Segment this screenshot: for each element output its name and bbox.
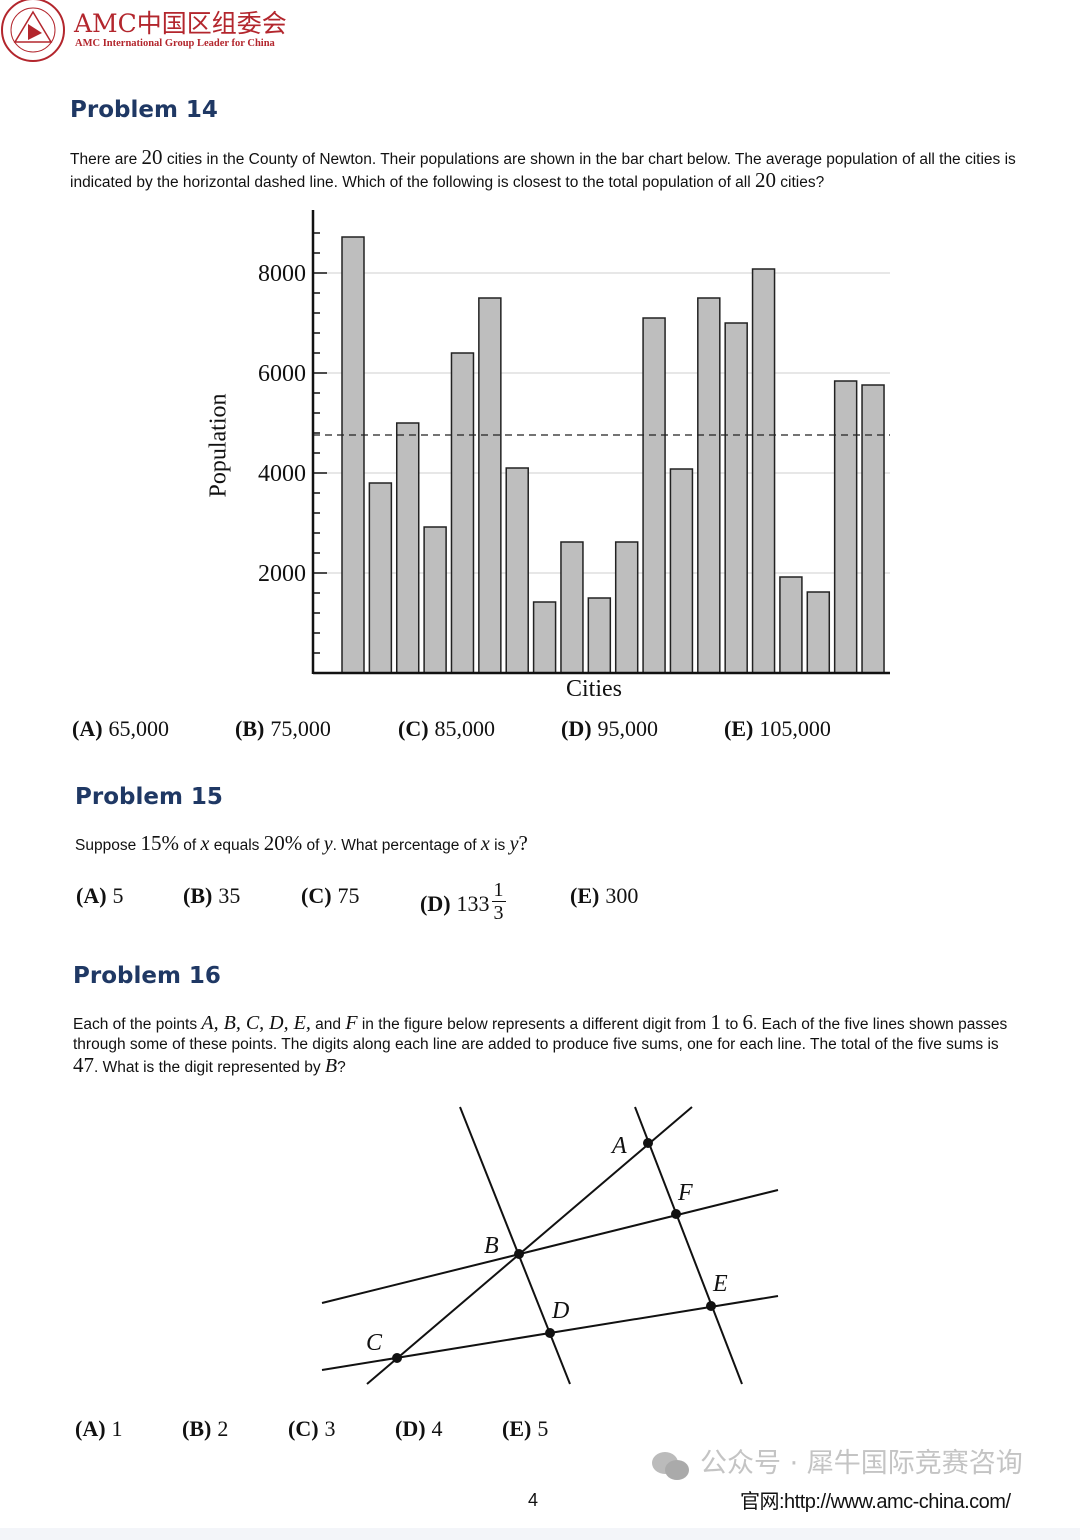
label-a: A bbox=[610, 1133, 627, 1159]
answer-choice-e[interactable]: (E) 300 bbox=[570, 883, 639, 908]
label-c: C bbox=[366, 1330, 383, 1356]
line-bd bbox=[459, 1106, 571, 1385]
wechat-icon bbox=[652, 1452, 689, 1480]
problem-14-text: There are 20 cities in the County of New… bbox=[70, 147, 1020, 193]
answer-choice-e[interactable]: (E) 5 bbox=[502, 1416, 549, 1441]
answer-choice-c[interactable]: (C) 3 bbox=[288, 1416, 336, 1441]
point-e bbox=[706, 1301, 716, 1311]
answer-choice-d[interactable]: (D) 4 bbox=[395, 1416, 443, 1441]
answer-choice-d[interactable]: (D) 133 1 3 bbox=[420, 879, 506, 924]
text: cities? bbox=[776, 174, 825, 191]
answer-choice-a[interactable]: (A) 65,000 bbox=[72, 716, 170, 741]
answer-choice-b[interactable]: (B) 75,000 bbox=[235, 716, 331, 741]
answer-choice-a[interactable]: (A) 5 bbox=[76, 883, 124, 908]
point-a bbox=[643, 1138, 653, 1148]
population-bar-chart: 2000 4000 6000 8000 bbox=[258, 210, 890, 675]
y-tick-label: 8000 bbox=[258, 261, 306, 287]
line-cba bbox=[366, 1106, 693, 1385]
watermark-text: 公众号 · 犀牛国际竞赛咨询 bbox=[700, 1448, 1023, 1479]
lines-and-points-figure: A B C D E F bbox=[321, 1106, 779, 1385]
line-afe bbox=[634, 1106, 743, 1385]
website-link[interactable]: 官网:http://www.amc-china.com/ bbox=[740, 1491, 1011, 1513]
problem-14-title: Problem 14 bbox=[70, 97, 218, 123]
answer-choice-d[interactable]: (D) 95,000 bbox=[561, 716, 659, 741]
number: 20 bbox=[755, 168, 776, 192]
line-bf bbox=[321, 1189, 779, 1304]
answer-choice-e[interactable]: (E) 105,000 bbox=[724, 716, 831, 741]
problem-15-answers: (A) 5 (B) 35 (C) 75 (D) 133 1 3 (E) 300 bbox=[76, 879, 639, 924]
point-c bbox=[392, 1353, 402, 1363]
y-tick-label: 4000 bbox=[258, 461, 306, 487]
problem-14-answers: (A) 65,000 (B) 75,000 (C) 85,000 (D) 95,000 … bbox=[72, 716, 892, 742]
problem-15-title: Problem 15 bbox=[75, 784, 223, 810]
point-b bbox=[514, 1249, 524, 1259]
page-number: 4 bbox=[528, 1490, 539, 1510]
problem-15-text: Suppose 15% of x equals 20% of y. What p… bbox=[75, 831, 528, 855]
logo-chinese-text: AMC中国区组委会 bbox=[74, 9, 287, 38]
text: There are bbox=[70, 151, 142, 168]
problem-16-title: Problem 16 bbox=[73, 963, 221, 989]
x-axis-label: Cities bbox=[566, 676, 623, 702]
problem-16-text: Each of the points A, B, C, D, E, and F … bbox=[73, 1010, 1008, 1077]
answer-choice-c[interactable]: (C) 75 bbox=[301, 883, 360, 908]
answer-choice-b[interactable]: (B) 2 bbox=[182, 1416, 229, 1441]
answer-choice-a[interactable]: (A) 1 bbox=[75, 1416, 123, 1441]
label-f: F bbox=[677, 1180, 693, 1206]
answer-choice-c[interactable]: (C) 85,000 bbox=[398, 716, 496, 741]
label-d: D bbox=[551, 1298, 569, 1324]
text: cities in the County of Newton. Their po… bbox=[70, 151, 1016, 191]
amc-seal-logo bbox=[1, 0, 65, 62]
answer-choice-b[interactable]: (B) 35 bbox=[183, 883, 241, 908]
point-d bbox=[545, 1328, 555, 1338]
number: 20 bbox=[141, 145, 163, 169]
problem-16-answers: (A) 1 (B) 2 (C) 3 (D) 4 (E) 5 bbox=[75, 1416, 548, 1442]
y-tick-label: 6000 bbox=[258, 361, 306, 387]
point-f bbox=[671, 1209, 681, 1219]
label-b: B bbox=[484, 1233, 499, 1259]
y-tick-label: 2000 bbox=[258, 561, 306, 587]
bottom-bar bbox=[0, 1528, 1080, 1540]
logo-english-text: AMC International Group Leader for China bbox=[75, 38, 275, 49]
label-e: E bbox=[712, 1271, 728, 1297]
